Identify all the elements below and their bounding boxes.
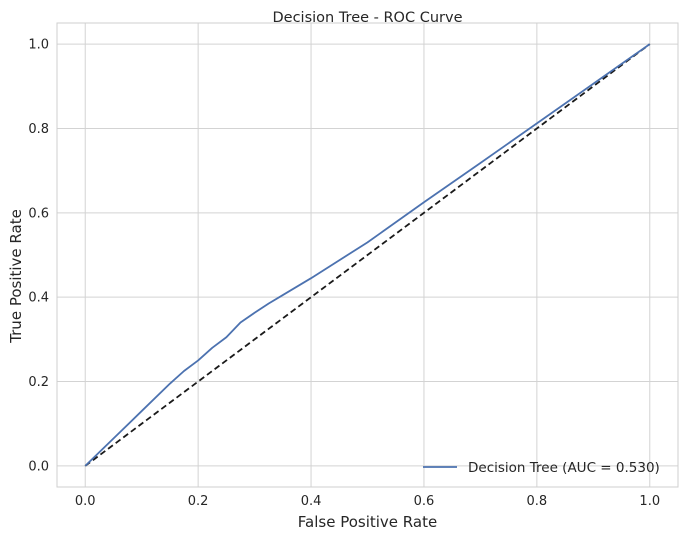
y-tick-label: 0.8 <box>28 122 49 137</box>
y-tick-label: 0.2 <box>28 375 49 390</box>
grid-lines <box>57 23 678 487</box>
x-tick-label: 0.8 <box>527 494 548 509</box>
chance-diagonal-line <box>84 43 651 467</box>
series-lines <box>84 43 651 467</box>
x-tick-label: 0.2 <box>188 494 209 509</box>
y-axis-label: True Positive Rate <box>7 209 25 344</box>
y-tick-label: 1.0 <box>28 38 49 53</box>
legend: Decision Tree (AUC = 0.530) <box>423 460 660 476</box>
y-tick-label: 0.4 <box>28 291 49 306</box>
x-tick-label: 0.6 <box>414 494 435 509</box>
plot-frame <box>56 22 679 488</box>
x-tick-labels: 0.0 0.2 0.4 0.6 0.8 1.0 <box>75 494 660 509</box>
y-tick-label: 0.0 <box>28 459 49 474</box>
y-tick-label: 0.6 <box>28 206 49 221</box>
x-tick-label: 0.0 <box>75 494 96 509</box>
x-tick-label: 0.4 <box>301 494 322 509</box>
x-axis-label: False Positive Rate <box>298 513 437 531</box>
legend-label-decision-tree: Decision Tree (AUC = 0.530) <box>468 460 660 476</box>
roc-curve-line <box>84 43 651 467</box>
x-tick-label: 1.0 <box>639 494 660 509</box>
y-tick-labels: 0.0 0.2 0.4 0.6 0.8 1.0 <box>28 38 49 475</box>
chart-title: Decision Tree - ROC Curve <box>272 10 462 26</box>
